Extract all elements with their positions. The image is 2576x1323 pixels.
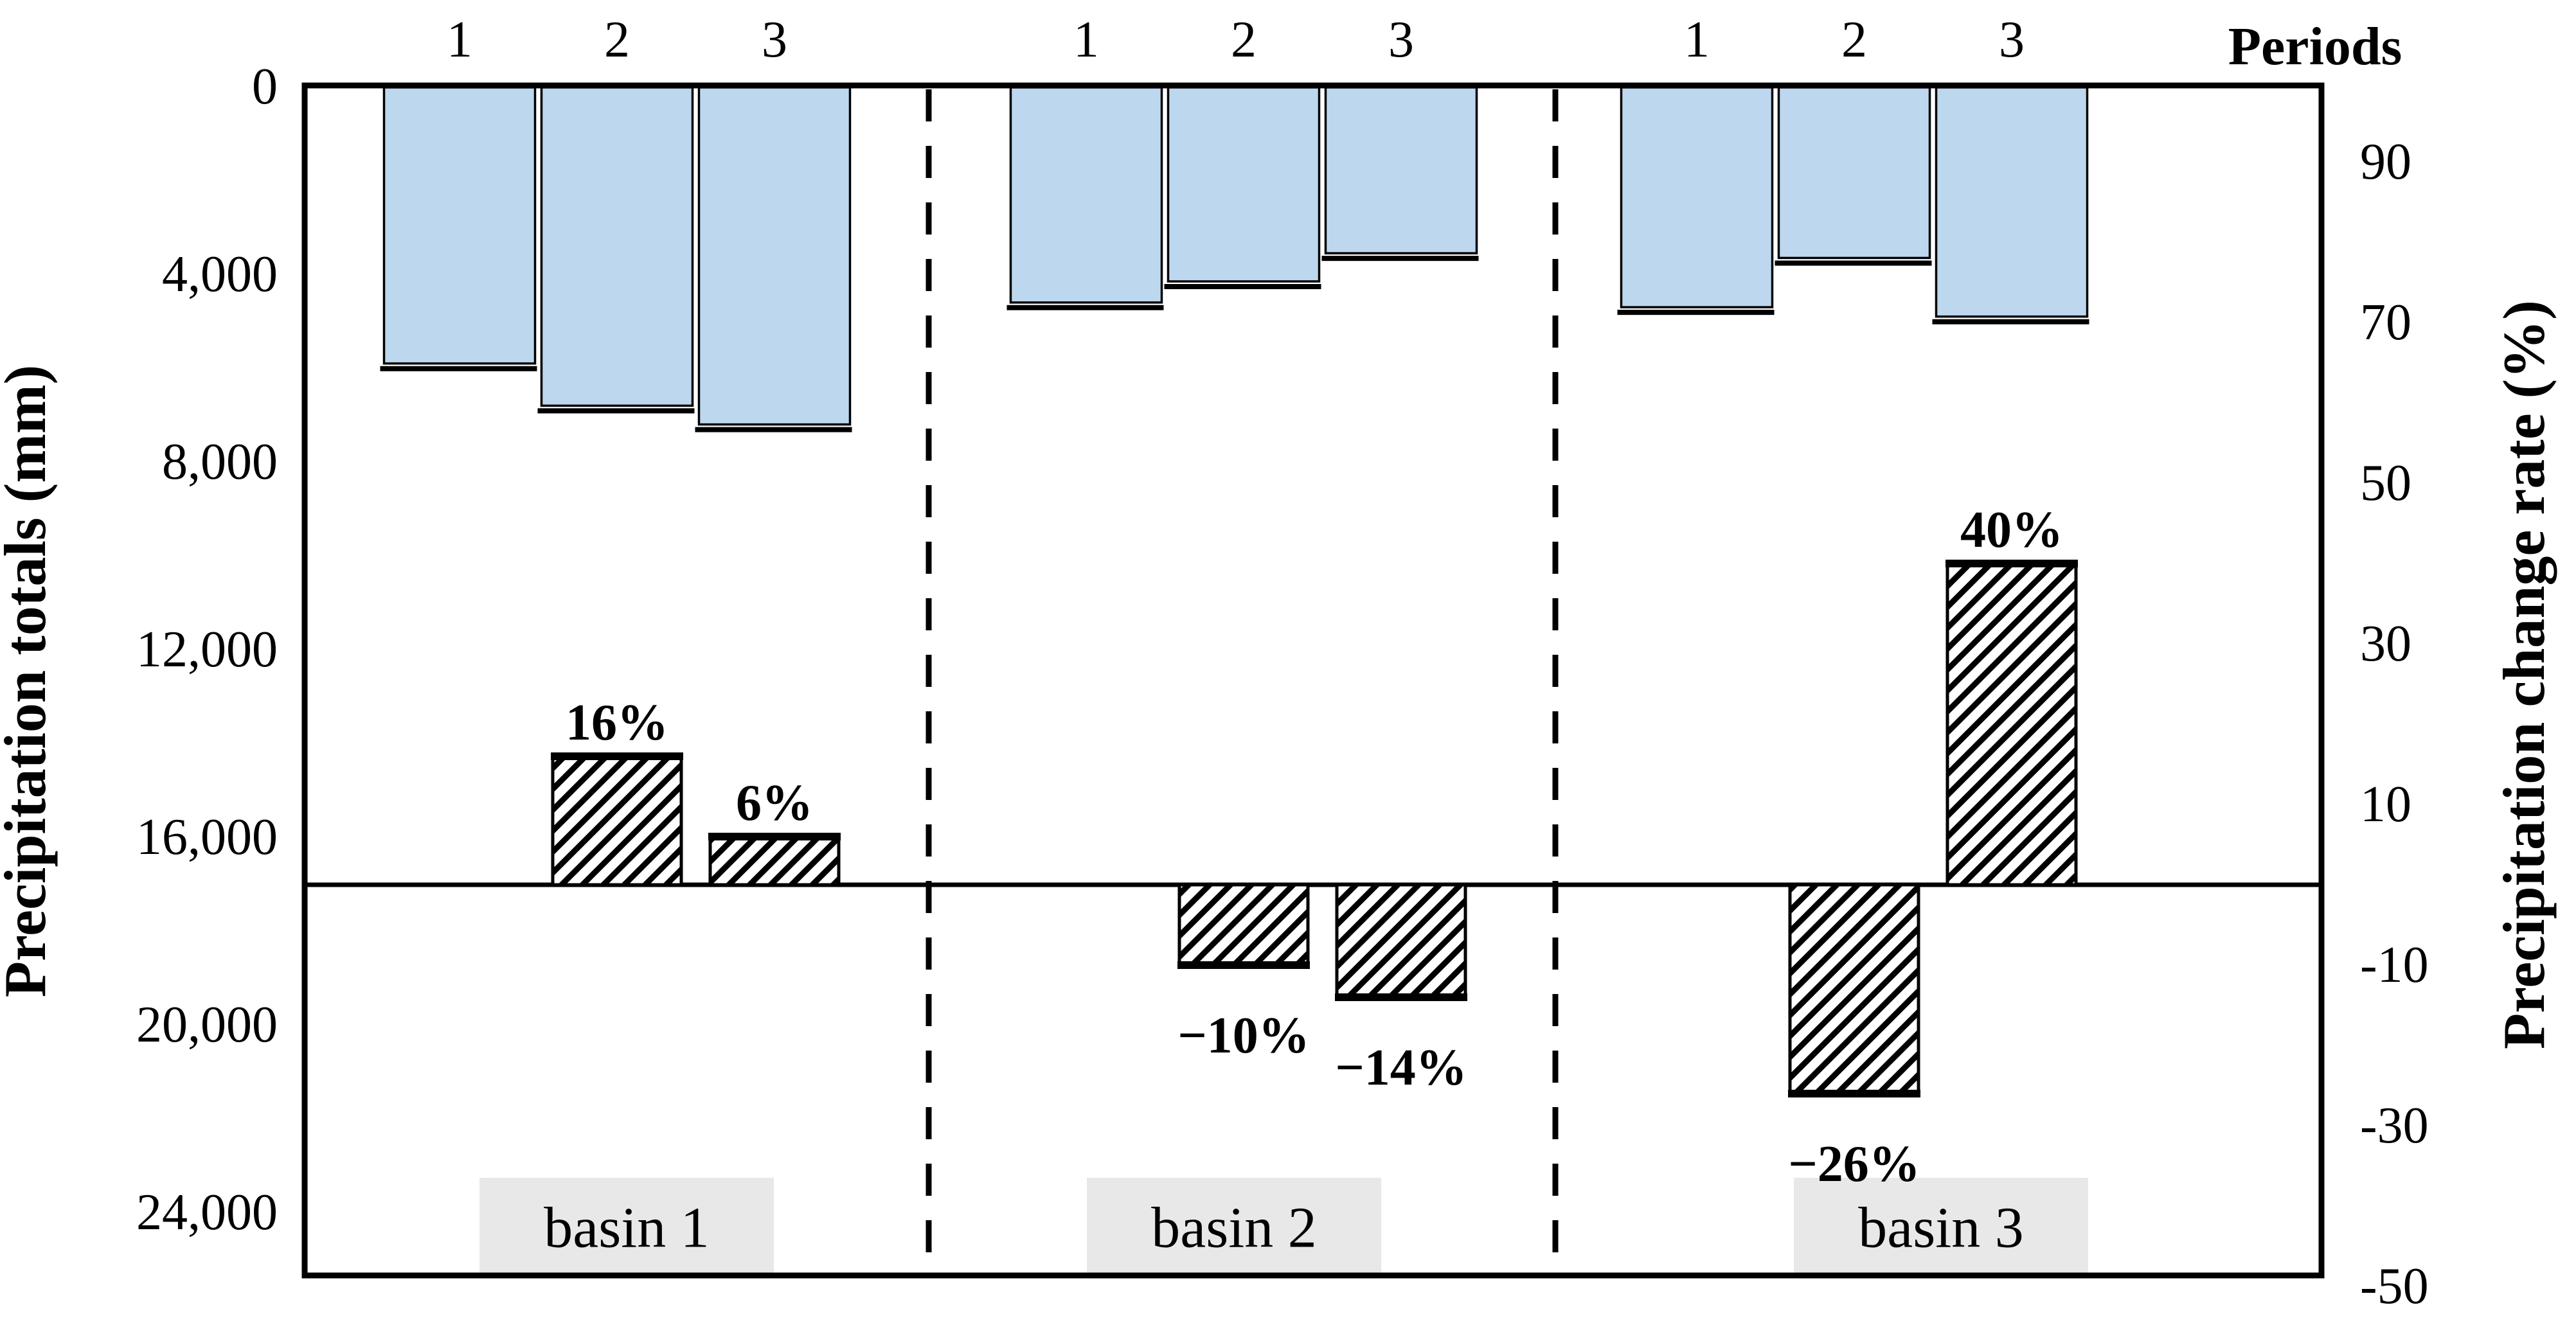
tick-labels-layer: 16%6%1 2 3−10%−14%1 2 3−26%40%1 2 304,0008,000… bbox=[136, 12, 2429, 1315]
change-rate-value-label: −10% bbox=[1177, 1008, 1310, 1064]
period-tick-label: 1 bbox=[447, 12, 472, 68]
precip-total-bar bbox=[1324, 86, 1478, 254]
period-tick-label: 1 bbox=[1684, 12, 1710, 68]
precip-total-bar bbox=[697, 86, 852, 426]
change-rate-bar bbox=[1945, 562, 2078, 887]
change-rate-value-label: 6% bbox=[736, 775, 813, 831]
period-tick-label: 2 bbox=[604, 12, 630, 68]
basin-label-box bbox=[1087, 1178, 1381, 1273]
right-axis-tick-label: 10 bbox=[2360, 776, 2411, 833]
precip-total-bar bbox=[1777, 86, 1931, 260]
right-axis-tick-label: 70 bbox=[2360, 294, 2411, 351]
left-axis-tick-label: 24,000 bbox=[136, 1184, 278, 1241]
basin-labels-layer: basin 1 basin 2 basin 3 bbox=[479, 1178, 2088, 1273]
right-axis-tick-label: 50 bbox=[2360, 455, 2411, 511]
left-axis-tick-label: 20,000 bbox=[136, 997, 278, 1053]
change-rate-bar bbox=[551, 754, 683, 887]
basin-label: basin 3 bbox=[1858, 1196, 2023, 1260]
separators-layer bbox=[926, 89, 1559, 1272]
frame-layer bbox=[301, 82, 2325, 1279]
period-tick-label: 3 bbox=[1388, 12, 1414, 68]
left-axis-tick-label: 16,000 bbox=[136, 809, 278, 866]
precip-total-bar bbox=[1620, 86, 1774, 308]
basin-label-box bbox=[479, 1178, 774, 1273]
precip-total-bar bbox=[382, 86, 537, 365]
change-rate-bar bbox=[1335, 883, 1467, 999]
change-rate-value-label: −14% bbox=[1335, 1040, 1467, 1096]
basin-label: basin 2 bbox=[1151, 1196, 1316, 1260]
period-tick-label: 3 bbox=[1999, 12, 2025, 68]
period-tick-label: 3 bbox=[762, 12, 787, 68]
change-rate-bars-layer bbox=[551, 560, 2078, 1097]
basin-label: basin 1 bbox=[544, 1196, 709, 1260]
precip-total-bar bbox=[1167, 86, 1321, 283]
left-axis-tick-label: 4,000 bbox=[162, 246, 278, 303]
plot-frame bbox=[301, 82, 2325, 1279]
right-axis-tick-label: -30 bbox=[2360, 1097, 2429, 1154]
right-axis-tick-label: -50 bbox=[2360, 1258, 2429, 1315]
left-axis-title: Precipitation totals (mm) bbox=[0, 365, 58, 998]
right-axis-tick-label: -10 bbox=[2360, 937, 2429, 993]
left-axis-tick-label: 0 bbox=[252, 58, 278, 115]
change-rate-value-label: 16% bbox=[566, 695, 668, 751]
top-axis-title: Periods bbox=[2228, 17, 2402, 76]
right-axis-tick-label: 30 bbox=[2360, 616, 2411, 672]
change-rate-bar bbox=[1177, 883, 1310, 967]
period-tick-label: 2 bbox=[1841, 12, 1867, 68]
period-tick-label: 1 bbox=[1073, 12, 1099, 68]
precip-total-bar bbox=[540, 86, 694, 407]
left-axis-tick-label: 12,000 bbox=[136, 621, 278, 678]
basin-label-box bbox=[1794, 1178, 2088, 1273]
change-rate-value-label: 40% bbox=[1960, 502, 2063, 558]
change-rate-bar bbox=[708, 835, 841, 887]
right-axis-tick-label: 90 bbox=[2360, 134, 2411, 190]
left-axis-tick-label: 8,000 bbox=[162, 434, 278, 490]
period-tick-label: 2 bbox=[1231, 12, 1257, 68]
right-axis-title: Precipitation change rate (%) bbox=[2491, 300, 2557, 1049]
precip-bars-layer bbox=[380, 86, 2089, 432]
change-rate-bar bbox=[1788, 883, 1920, 1096]
precip-total-bar bbox=[1935, 86, 2089, 318]
precip-total-bar bbox=[1009, 86, 1163, 304]
change-rate-value-label: −26% bbox=[1788, 1136, 1920, 1193]
